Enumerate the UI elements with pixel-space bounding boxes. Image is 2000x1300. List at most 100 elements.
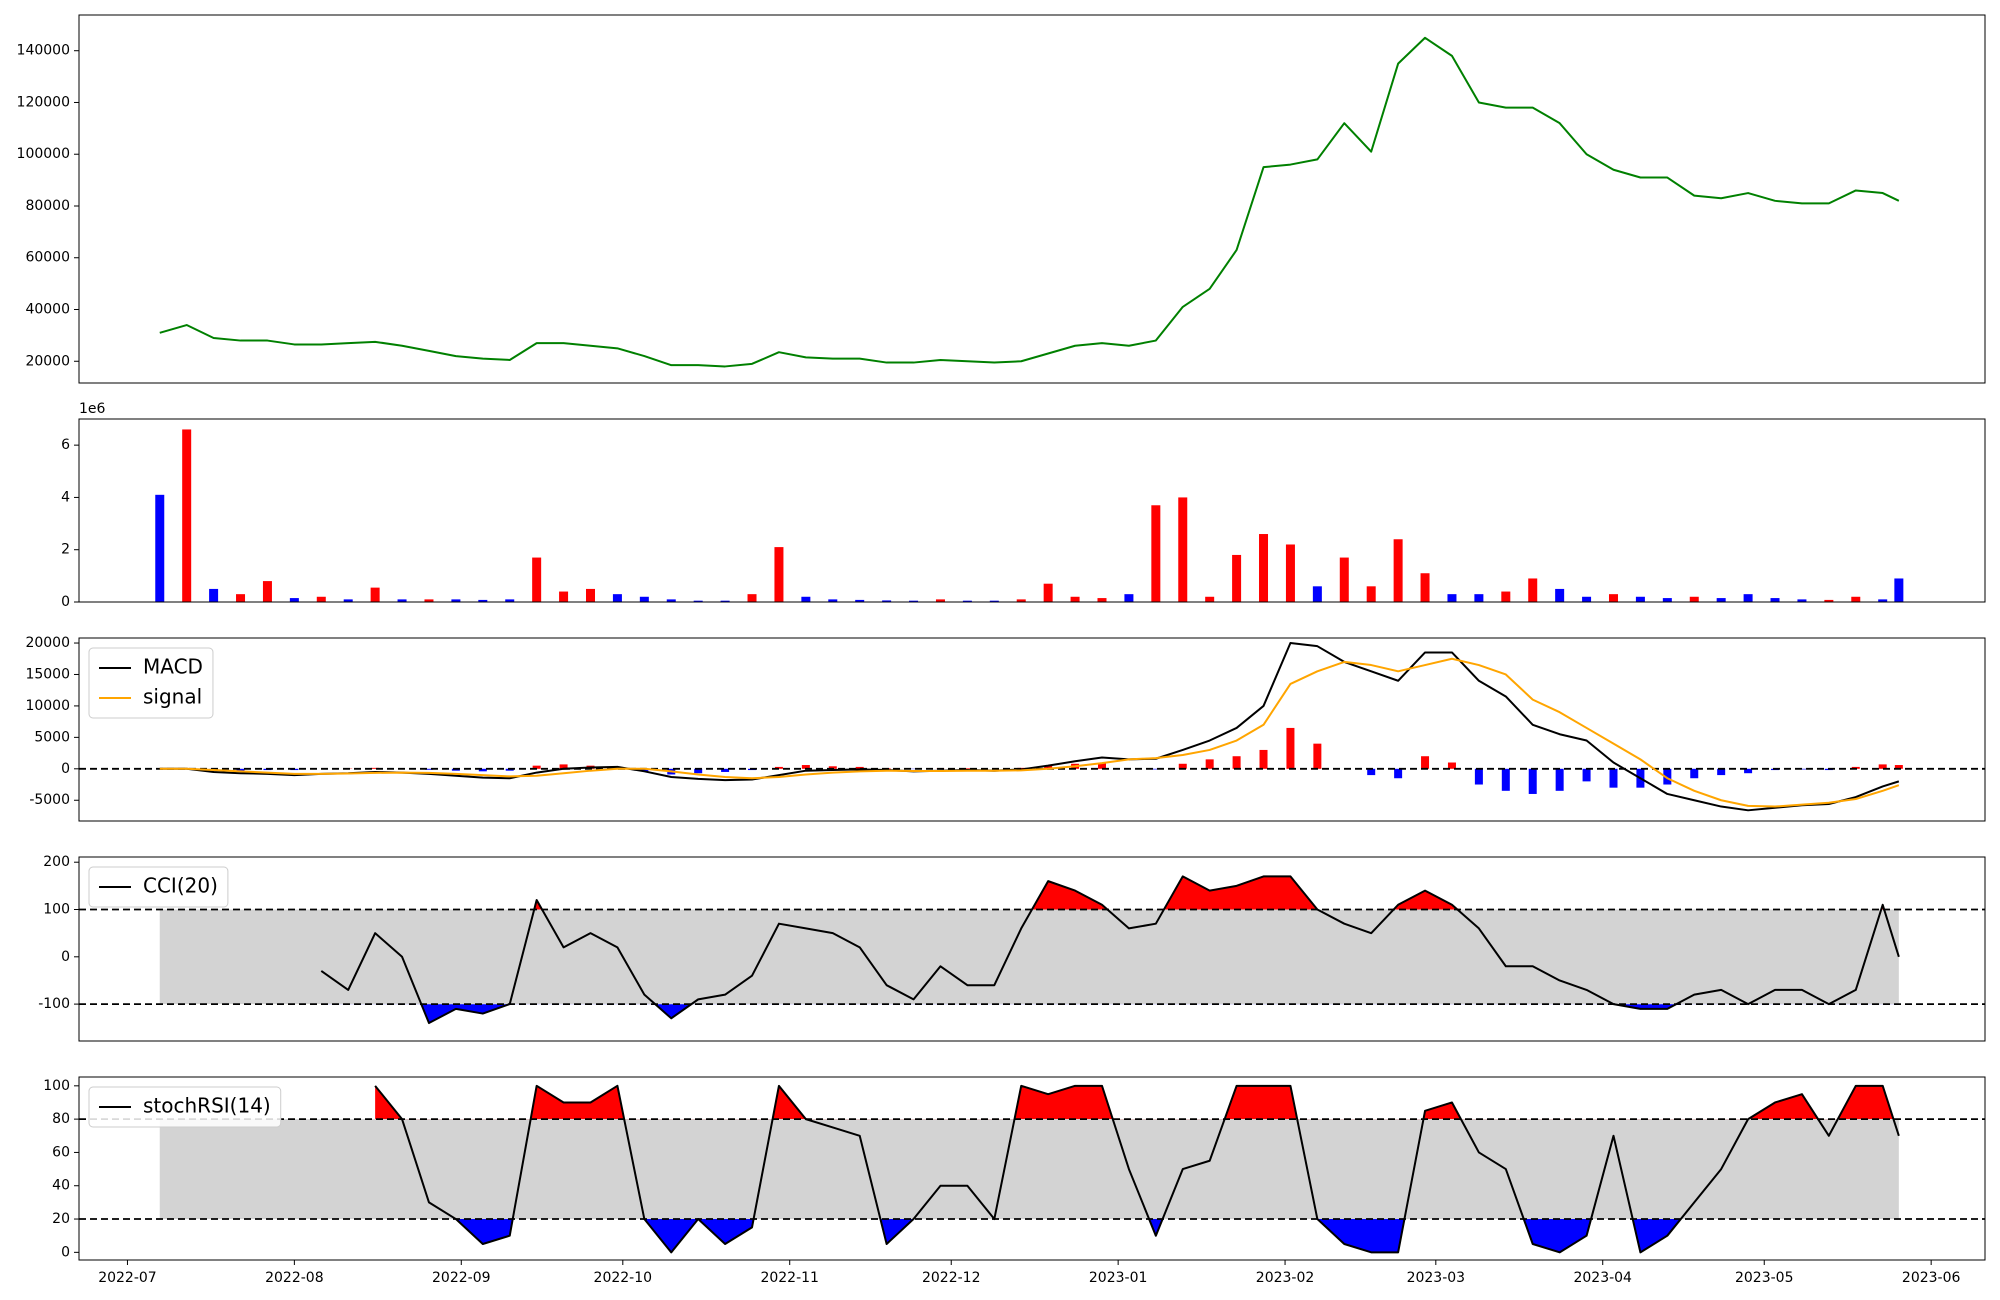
bar bbox=[1178, 497, 1188, 602]
bar bbox=[478, 599, 488, 602]
bar bbox=[1851, 766, 1860, 769]
bar bbox=[532, 557, 542, 602]
legend-box bbox=[88, 866, 229, 908]
bar bbox=[882, 600, 892, 602]
bar bbox=[1689, 596, 1699, 602]
bar bbox=[962, 600, 972, 602]
bar bbox=[640, 768, 649, 772]
bar bbox=[1474, 768, 1483, 785]
x-tick-label: 2022-12 bbox=[922, 1270, 981, 1286]
legend-label: MACD bbox=[143, 655, 203, 679]
bar bbox=[316, 596, 326, 602]
bar bbox=[1205, 759, 1214, 769]
plot-frame bbox=[78, 14, 1986, 384]
bar bbox=[747, 594, 757, 602]
bar bbox=[1285, 544, 1295, 602]
bar bbox=[559, 764, 568, 769]
y-tick-label: 0 bbox=[61, 594, 70, 610]
bar bbox=[1016, 599, 1026, 602]
series-line bbox=[159, 657, 1900, 808]
bar bbox=[855, 599, 865, 602]
neutral-band bbox=[159, 1119, 1899, 1220]
y-tick-label: 2 bbox=[61, 542, 70, 558]
bar bbox=[1743, 594, 1753, 602]
legend-label: stochRSI(14) bbox=[143, 1094, 271, 1118]
bar bbox=[721, 768, 730, 772]
plot-frame bbox=[78, 1076, 1986, 1261]
bar bbox=[1366, 586, 1376, 602]
y-tick-label: 100 bbox=[43, 1078, 70, 1094]
bar bbox=[1286, 727, 1295, 769]
y-tick-label: 140000 bbox=[17, 43, 70, 59]
x-tick-label: 2023-01 bbox=[1089, 1270, 1148, 1286]
oversold-fill bbox=[321, 1004, 1899, 1024]
bar bbox=[1313, 743, 1322, 769]
plot-area bbox=[155, 429, 1904, 602]
legend-label: signal bbox=[143, 685, 202, 709]
y-tick-label: 80000 bbox=[25, 198, 70, 214]
bar bbox=[1205, 596, 1215, 602]
bar bbox=[1608, 594, 1618, 602]
bar bbox=[236, 768, 245, 771]
bar bbox=[801, 596, 811, 602]
bar bbox=[1394, 768, 1403, 779]
bar bbox=[424, 768, 433, 770]
bar bbox=[1744, 768, 1753, 774]
bar bbox=[1097, 763, 1106, 769]
y-tick-label: 0 bbox=[61, 949, 70, 965]
bar bbox=[1878, 764, 1887, 769]
bar bbox=[236, 594, 246, 602]
y-tick-label: -100 bbox=[38, 996, 70, 1012]
series-line bbox=[159, 642, 1900, 812]
bar bbox=[1770, 598, 1780, 602]
bar bbox=[1259, 749, 1268, 769]
y-tick-label: 10000 bbox=[25, 698, 70, 714]
bar bbox=[1420, 573, 1430, 602]
bar bbox=[1690, 768, 1699, 779]
bar bbox=[828, 766, 837, 769]
bar bbox=[1582, 768, 1591, 782]
bar bbox=[1555, 588, 1565, 602]
legend: stochRSI(14) bbox=[88, 1086, 282, 1128]
bar bbox=[1447, 762, 1456, 769]
bar bbox=[1232, 756, 1241, 769]
plot-area bbox=[79, 875, 1985, 1025]
bar bbox=[1528, 578, 1538, 602]
bar bbox=[1421, 756, 1430, 769]
x-tick-label: 2023-03 bbox=[1407, 1270, 1466, 1286]
y-tick-label: 15000 bbox=[25, 666, 70, 682]
bar bbox=[909, 600, 919, 602]
bar bbox=[694, 768, 703, 774]
y-tick-label: 40 bbox=[52, 1178, 70, 1194]
bar bbox=[182, 429, 192, 602]
bar bbox=[451, 599, 461, 602]
plot-frame bbox=[78, 637, 1986, 822]
bar bbox=[532, 765, 541, 769]
y-tick-label: 0 bbox=[61, 761, 70, 777]
neutral-band bbox=[159, 909, 1899, 1005]
bar bbox=[1635, 596, 1645, 602]
plot-area bbox=[79, 1084, 1985, 1254]
bar bbox=[963, 768, 972, 769]
y-tick-label: 200 bbox=[43, 854, 70, 870]
bar bbox=[371, 767, 380, 769]
x-tick-label: 2023-05 bbox=[1735, 1270, 1794, 1286]
series-line bbox=[374, 1084, 1900, 1254]
y-tick-label: 40000 bbox=[25, 302, 70, 318]
y-tick-label: 100 bbox=[43, 902, 70, 918]
bar bbox=[1878, 599, 1888, 602]
x-tick-label: 2022-11 bbox=[760, 1270, 819, 1286]
bar bbox=[1797, 599, 1807, 602]
bar bbox=[343, 599, 353, 602]
x-tick-label: 2022-08 bbox=[265, 1270, 324, 1286]
bar bbox=[1894, 578, 1904, 602]
bar bbox=[935, 599, 945, 602]
bar bbox=[1259, 534, 1269, 602]
x-tick-label: 2023-06 bbox=[1902, 1270, 1961, 1286]
plot-area bbox=[159, 36, 1900, 368]
bar bbox=[1017, 767, 1026, 769]
y-tick-label: 5000 bbox=[34, 729, 70, 745]
y-tick-label: 20 bbox=[52, 1211, 70, 1227]
y-tick-label: 100000 bbox=[17, 146, 70, 162]
bar bbox=[1044, 765, 1053, 769]
